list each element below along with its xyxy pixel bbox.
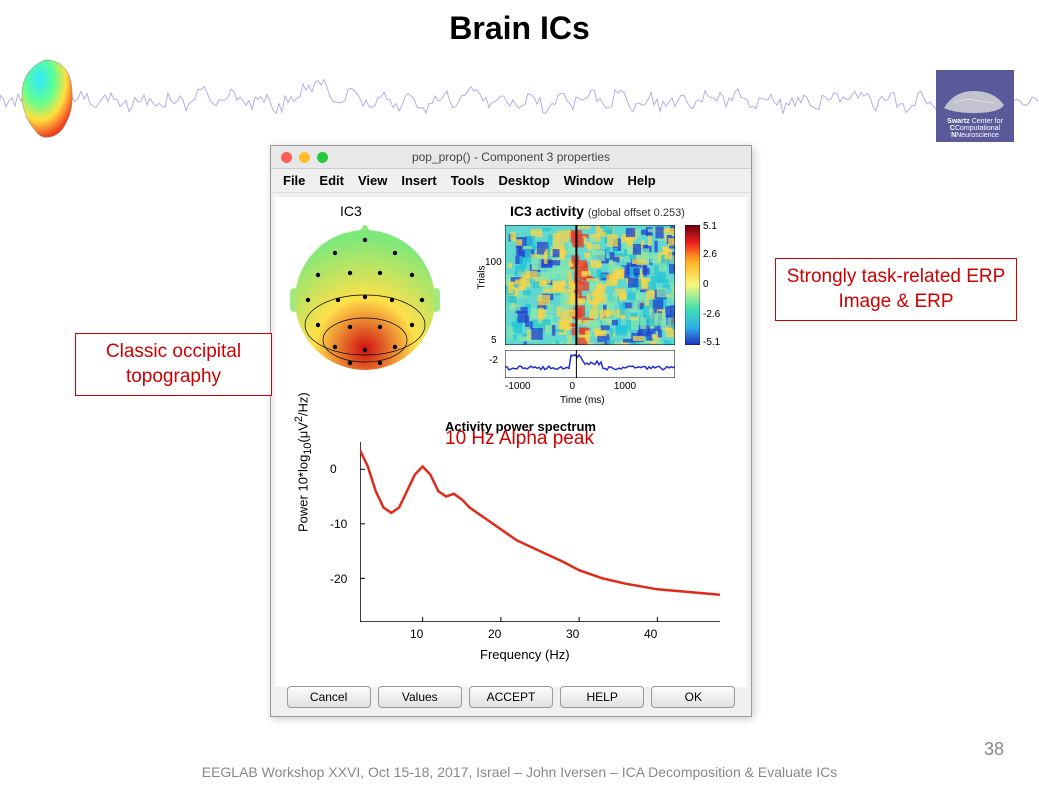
anno-alpha: 10 Hz Alpha peak	[445, 428, 594, 450]
colorbar	[685, 225, 700, 345]
button-row: Cancel Values ACCEPT HELP OK	[271, 686, 751, 708]
menu-insert[interactable]: Insert	[401, 173, 436, 188]
menu-help[interactable]: Help	[627, 173, 655, 188]
cancel-button[interactable]: Cancel	[287, 686, 371, 708]
brain-icon	[10, 55, 80, 140]
erp-xlabel: Time (ms)	[560, 395, 605, 406]
window-title: pop_prop() - Component 3 properties	[271, 150, 751, 164]
cbar-q1: -2.6	[703, 309, 720, 320]
values-button[interactable]: Values	[378, 686, 462, 708]
anno-erp: Strongly task-related ERP Image & ERP	[775, 258, 1017, 321]
erp-trace	[505, 350, 675, 378]
cbar-top: 5.1	[703, 221, 717, 232]
erp-ytick-100: 100	[485, 257, 502, 268]
window-titlebar[interactable]: pop_prop() - Component 3 properties	[271, 146, 751, 169]
spec-y0: 0	[330, 462, 337, 476]
zoom-icon[interactable]	[317, 152, 328, 163]
cbar-q3: 2.6	[703, 249, 717, 260]
help-button[interactable]: HELP	[560, 686, 644, 708]
spec-x20: 20	[488, 627, 501, 641]
erp-xticks: -1000 0 1000	[505, 381, 675, 392]
anno-occipital: Classic occipital topography	[75, 333, 272, 396]
erp-ylabel: Trials	[477, 265, 488, 289]
menubar: File Edit View Insert Tools Desktop Wind…	[271, 169, 751, 193]
topo-plot	[290, 225, 440, 375]
erp-ytick-5: 5	[491, 335, 497, 346]
eeg-trace-bg	[0, 65, 1039, 135]
menu-window[interactable]: Window	[564, 173, 614, 188]
sccn-logo: Swartz Center forCComputationalNNeurosci…	[936, 70, 1014, 142]
erp-title: IC3 activity (global offset 0.253)	[510, 203, 685, 219]
spectrum-ylabel: Power 10*log10(μV2/Hz)	[293, 392, 314, 532]
cbar-bot: -5.1	[703, 337, 720, 348]
erp-image	[505, 225, 675, 345]
menu-desktop[interactable]: Desktop	[498, 173, 549, 188]
erp-trace-y: -2	[489, 355, 498, 366]
topo-title: IC3	[340, 203, 362, 219]
minimize-icon[interactable]	[299, 152, 310, 163]
ok-button[interactable]: OK	[651, 686, 735, 708]
slide-title: Brain ICs	[0, 10, 1039, 47]
menu-edit[interactable]: Edit	[319, 173, 344, 188]
menu-view[interactable]: View	[358, 173, 387, 188]
accept-button[interactable]: ACCEPT	[469, 686, 553, 708]
menu-file[interactable]: File	[283, 173, 305, 188]
cbar-mid: 0	[703, 279, 709, 290]
spec-x10: 10	[410, 627, 423, 641]
spec-x40: 40	[644, 627, 657, 641]
spec-y2: -20	[330, 572, 347, 586]
slide-footer: EEGLAB Workshop XXVI, Oct 15-18, 2017, I…	[0, 764, 1039, 780]
spec-y1: -10	[330, 517, 347, 531]
spectrum-plot	[360, 442, 720, 622]
menu-tools[interactable]: Tools	[451, 173, 485, 188]
close-icon[interactable]	[281, 152, 292, 163]
spec-x30: 30	[566, 627, 579, 641]
spectrum-xlabel: Frequency (Hz)	[480, 647, 570, 662]
page-number: 38	[984, 739, 1004, 760]
